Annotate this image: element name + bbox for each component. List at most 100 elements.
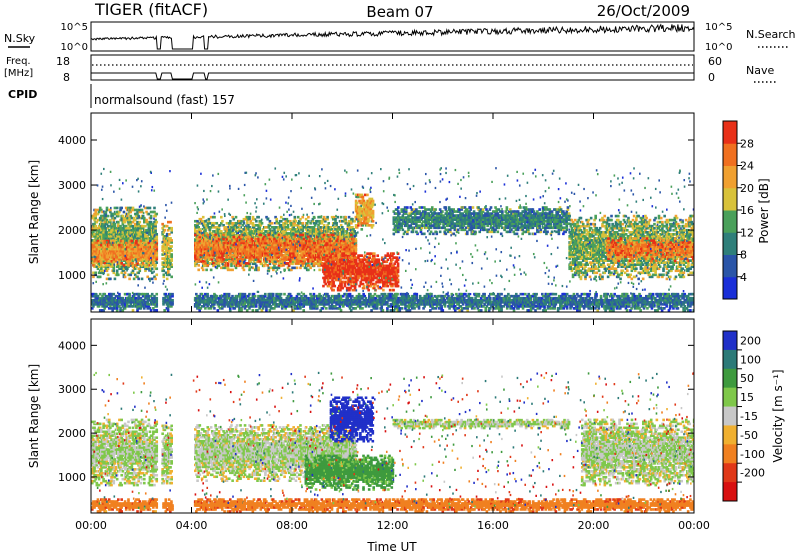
heatmap-cell: [130, 216, 134, 220]
heatmap-cell: [141, 232, 145, 236]
heatmap-cell: [307, 264, 310, 267]
heatmap-cell: [124, 263, 128, 267]
heatmap-cell: [146, 265, 150, 269]
heatmap-cell: [141, 237, 145, 240]
heatmap-cell: [104, 212, 108, 216]
heatmap-cell: [339, 215, 343, 219]
heatmap-cell: [130, 239, 134, 243]
heatmap-cell: [298, 237, 301, 241]
heatmap-cell: [106, 241, 110, 245]
heatmap-cell: [286, 223, 290, 227]
heatmap-cell: [111, 214, 114, 218]
heatmap-cell: [307, 215, 310, 219]
heatmap-cell: [92, 271, 95, 275]
heatmap-cell: [123, 220, 127, 224]
heatmap-cell: [117, 224, 120, 228]
heatmap-cell: [129, 222, 133, 226]
heatmap-cell: [327, 221, 331, 225]
heatmap-cell: [131, 220, 135, 224]
heatmap-cell: [147, 212, 151, 216]
heatmap-cell: [109, 220, 112, 224]
nave-tick-top: 60: [708, 55, 722, 68]
heatmap-cell: [121, 257, 125, 261]
heatmap-cell: [103, 245, 107, 249]
heatmap-cell: [92, 230, 95, 234]
heatmap-cell: [220, 230, 223, 233]
heatmap-cell: [102, 222, 105, 226]
heatmap-cell: [335, 221, 338, 225]
heatmap-cell: [222, 233, 225, 237]
heatmap-cell: [114, 232, 118, 236]
heatmap-cell: [149, 214, 153, 218]
heatmap-cell: [144, 269, 147, 273]
freq-trace: [91, 72, 694, 80]
heatmap-cell: [136, 253, 139, 257]
heatmap-cell: [153, 275, 156, 279]
heatmap-cell: [106, 226, 110, 230]
heatmap-cell: [118, 255, 121, 259]
heatmap-cell: [132, 216, 136, 220]
heatmap-cell: [144, 206, 147, 210]
heatmap-cell: [123, 271, 127, 275]
heatmap-cell: [149, 220, 153, 224]
heatmap-cell: [301, 233, 305, 237]
heatmap-cell: [154, 228, 157, 232]
heatmap-cell: [344, 215, 347, 219]
heatmap-cell: [127, 265, 130, 269]
heatmap-cell: [252, 223, 256, 227]
heatmap-cell: [131, 235, 135, 238]
heatmap-cell: [201, 215, 205, 219]
heatmap-cell: [147, 230, 151, 234]
heatmap-cell: [123, 275, 127, 279]
heatmap-cell: [250, 230, 254, 233]
heatmap-cell: [117, 273, 120, 277]
heatmap-cell: [128, 259, 131, 263]
heatmap-cell: [139, 226, 143, 230]
heatmap-cell: [144, 249, 147, 253]
beam-title: Beam 07: [366, 3, 433, 21]
heatmap-cell: [170, 226, 173, 230]
heatmap-cell: [127, 206, 130, 210]
heatmap-cell: [170, 245, 173, 248]
heatmap-cell: [121, 245, 125, 249]
heatmap-cell: [106, 249, 110, 253]
heatmap-cell: [264, 237, 267, 241]
heatmap-cell: [136, 235, 139, 238]
heatmap-cell: [109, 224, 112, 228]
heatmap-cell: [169, 220, 172, 224]
heatmap-cell: [136, 208, 139, 212]
heatmap-cell: [121, 214, 125, 218]
heatmap-cell: [153, 206, 156, 210]
heatmap-cell: [132, 277, 136, 281]
heatmap-cell: [136, 262, 139, 265]
heatmap-cell: [118, 210, 121, 214]
heatmap-cell: [316, 219, 319, 223]
heatmap-cell: [213, 221, 216, 225]
heatmap-cell: [121, 230, 125, 234]
heatmap-cell: [294, 223, 298, 227]
heatmap-cell: [112, 218, 116, 222]
heatmap-cell: [212, 230, 215, 233]
heatmap-region: [161, 220, 173, 281]
heatmap-cell: [299, 233, 302, 237]
heatmap-cell: [146, 257, 150, 261]
heatmap-cell: [322, 233, 326, 237]
heatmap-cell: [117, 220, 120, 224]
heatmap-cell: [153, 220, 156, 224]
heatmap-cell: [194, 219, 197, 223]
heatmap-cell: [121, 251, 125, 255]
heatmap-cell: [144, 265, 147, 269]
heatmap-cell: [124, 206, 128, 210]
heatmap-cell: [307, 268, 310, 272]
heatmap-cell: [155, 239, 159, 243]
heatmap-cell: [155, 261, 159, 264]
heatmap-cell: [106, 245, 110, 249]
heatmap-cell: [120, 262, 123, 265]
heatmap-cell: [141, 214, 145, 218]
heatmap-cell: [162, 269, 166, 273]
heatmap-cell: [95, 232, 99, 236]
heatmap-cell: [102, 271, 105, 275]
heatmap-cell: [92, 214, 95, 218]
heatmap-cell: [114, 259, 118, 263]
noise-tick-top-left: 10^5: [61, 22, 88, 33]
